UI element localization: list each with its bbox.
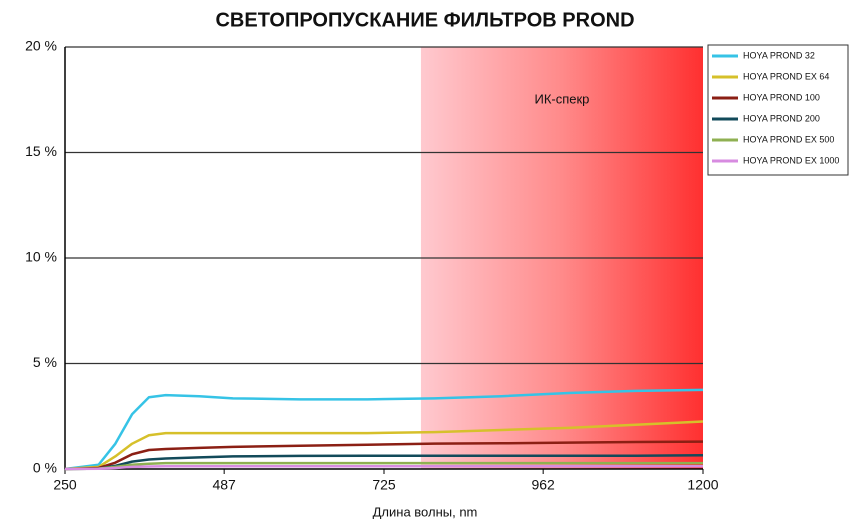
- y-tick-label: 10 %: [25, 249, 57, 265]
- legend-label: HOYA PROND EX 500: [743, 134, 834, 144]
- annotation: ИК-спекр: [534, 91, 589, 106]
- x-tick-label: 725: [372, 477, 396, 493]
- y-tick-label: 15 %: [25, 143, 57, 159]
- series-line: [64, 465, 703, 471]
- x-tick-label: 962: [531, 477, 555, 493]
- series-line: [64, 440, 704, 471]
- chart-title: СВЕТОПРОПУСКАНИЕ ФИЛЬТРОВ PROND: [215, 9, 634, 31]
- legend-label: HOYA PROND 100: [743, 92, 820, 102]
- y-tick-label: 5 %: [33, 354, 57, 370]
- legend-label: HOYA PROND EX 1000: [743, 155, 839, 165]
- series-line: [64, 461, 703, 471]
- x-tick-label: 250: [53, 477, 77, 493]
- x-tick-label: 1200: [687, 477, 718, 493]
- legend-label: HOYA PROND 32: [743, 50, 815, 60]
- series-line: [64, 388, 704, 471]
- y-tick-label: 0 %: [33, 460, 57, 476]
- series-line: [64, 454, 704, 471]
- legend-box: [707, 44, 849, 176]
- y-tick-label: 20 %: [25, 38, 57, 54]
- series-line: [64, 420, 704, 471]
- x-tick-label: 487: [212, 477, 236, 493]
- legend-label: HOYA PROND EX 64: [743, 71, 829, 81]
- legend-label: HOYA PROND 200: [743, 113, 820, 123]
- x-axis-label: Длина волны, nm: [373, 504, 478, 519]
